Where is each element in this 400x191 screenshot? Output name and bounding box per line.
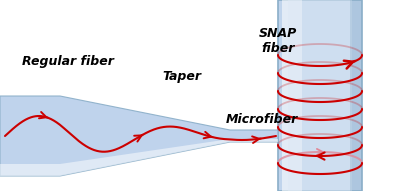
Text: Regular fiber: Regular fiber <box>22 54 114 67</box>
Text: Taper: Taper <box>162 70 202 83</box>
Bar <box>278 0 362 191</box>
Bar <box>282 0 302 191</box>
Bar <box>350 0 362 191</box>
Text: Microfiber: Microfiber <box>226 112 298 125</box>
Polygon shape <box>0 139 278 176</box>
Text: SNAP
fiber: SNAP fiber <box>259 27 297 55</box>
Polygon shape <box>0 96 278 176</box>
Bar <box>288 0 352 191</box>
